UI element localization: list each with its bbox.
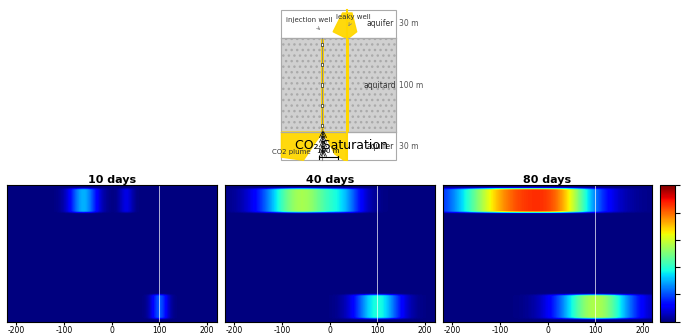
Text: leaky well: leaky well [336, 14, 371, 26]
Text: CO₂ Saturation: CO₂ Saturation [295, 139, 387, 152]
Text: aquifer: aquifer [366, 19, 394, 28]
Text: 30 m: 30 m [399, 142, 419, 151]
Title: 10 days: 10 days [88, 175, 136, 185]
Bar [321, 63, 323, 66]
Text: 100 m: 100 m [317, 148, 340, 154]
Text: aquifer: aquifer [366, 142, 394, 151]
Bar [321, 124, 323, 127]
Title: 80 days: 80 days [524, 175, 572, 185]
Text: aquitard: aquitard [364, 80, 396, 89]
Bar [282, 10, 396, 160]
Bar [321, 104, 323, 107]
Text: 30 m: 30 m [399, 19, 419, 28]
Bar [321, 43, 323, 46]
Polygon shape [282, 132, 347, 160]
Bar [321, 83, 323, 87]
Bar [282, 38, 396, 132]
Bar [346, 38, 349, 132]
Polygon shape [333, 13, 357, 38]
Bar [321, 38, 323, 132]
Text: injection well: injection well [286, 17, 333, 29]
Title: 40 days: 40 days [306, 175, 354, 185]
Text: 100 m: 100 m [399, 80, 424, 89]
Text: CO2 plume: CO2 plume [271, 149, 310, 155]
